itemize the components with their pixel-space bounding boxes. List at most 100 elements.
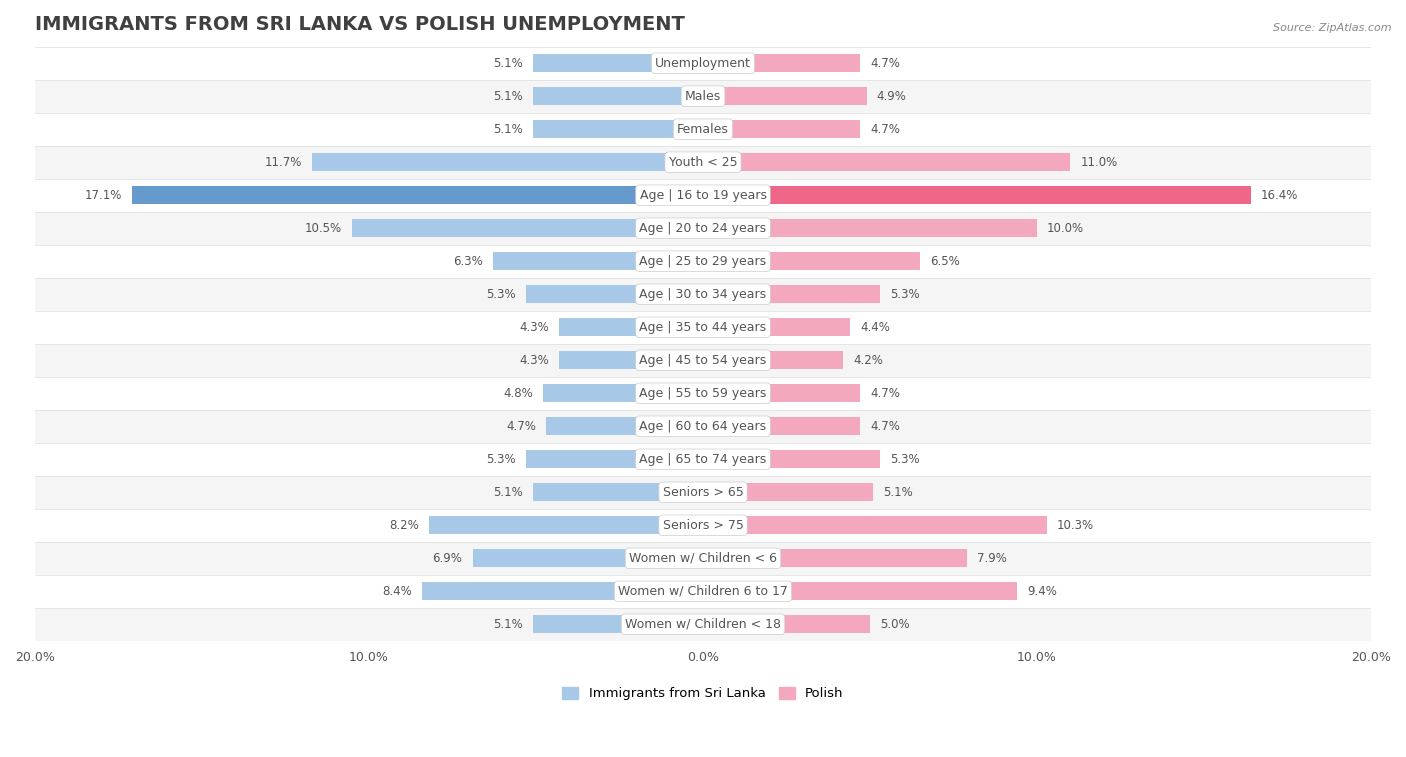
Text: Women w/ Children < 18: Women w/ Children < 18: [626, 618, 780, 631]
Bar: [35, 79, 1371, 113]
Bar: [703, 550, 967, 567]
Text: Women w/ Children 6 to 17: Women w/ Children 6 to 17: [619, 585, 787, 598]
Text: 6.9%: 6.9%: [433, 552, 463, 565]
Bar: [526, 285, 703, 304]
Text: 4.2%: 4.2%: [853, 354, 883, 366]
Text: Males: Males: [685, 89, 721, 103]
Bar: [533, 54, 703, 72]
Bar: [35, 212, 1371, 245]
Bar: [35, 575, 1371, 608]
Text: 5.1%: 5.1%: [494, 57, 523, 70]
Bar: [533, 120, 703, 139]
Bar: [35, 310, 1371, 344]
Bar: [35, 179, 1371, 212]
Bar: [703, 153, 1070, 171]
Text: 9.4%: 9.4%: [1026, 585, 1057, 598]
Text: Seniors > 65: Seniors > 65: [662, 486, 744, 499]
Text: 5.3%: 5.3%: [890, 288, 920, 301]
Bar: [353, 219, 703, 237]
Legend: Immigrants from Sri Lanka, Polish: Immigrants from Sri Lanka, Polish: [557, 681, 849, 706]
Text: 4.3%: 4.3%: [520, 321, 550, 334]
Text: 4.7%: 4.7%: [870, 419, 900, 433]
Text: Age | 45 to 54 years: Age | 45 to 54 years: [640, 354, 766, 366]
Text: 16.4%: 16.4%: [1261, 188, 1298, 201]
Bar: [703, 54, 860, 72]
Bar: [35, 344, 1371, 377]
Text: Age | 35 to 44 years: Age | 35 to 44 years: [640, 321, 766, 334]
Bar: [703, 318, 851, 336]
Text: 11.7%: 11.7%: [264, 156, 302, 169]
Bar: [703, 252, 920, 270]
Text: 4.4%: 4.4%: [860, 321, 890, 334]
Text: 5.1%: 5.1%: [494, 618, 523, 631]
Bar: [312, 153, 703, 171]
Text: Youth < 25: Youth < 25: [669, 156, 737, 169]
Bar: [526, 450, 703, 469]
Bar: [35, 145, 1371, 179]
Text: 8.2%: 8.2%: [389, 519, 419, 531]
Bar: [543, 384, 703, 402]
Text: 17.1%: 17.1%: [84, 188, 122, 201]
Bar: [703, 186, 1251, 204]
Text: 10.5%: 10.5%: [305, 222, 342, 235]
Text: 5.1%: 5.1%: [494, 89, 523, 103]
Bar: [429, 516, 703, 534]
Text: 4.7%: 4.7%: [506, 419, 536, 433]
Bar: [703, 285, 880, 304]
Text: 7.9%: 7.9%: [977, 552, 1007, 565]
Text: 4.3%: 4.3%: [520, 354, 550, 366]
Bar: [703, 219, 1038, 237]
Bar: [35, 608, 1371, 640]
Text: Females: Females: [678, 123, 728, 136]
Text: 4.8%: 4.8%: [503, 387, 533, 400]
Text: 5.0%: 5.0%: [880, 618, 910, 631]
Text: 11.0%: 11.0%: [1080, 156, 1118, 169]
Text: IMMIGRANTS FROM SRI LANKA VS POLISH UNEMPLOYMENT: IMMIGRANTS FROM SRI LANKA VS POLISH UNEM…: [35, 15, 685, 34]
Text: 5.1%: 5.1%: [494, 123, 523, 136]
Bar: [703, 582, 1017, 600]
Text: 5.1%: 5.1%: [883, 486, 912, 499]
Text: 5.3%: 5.3%: [890, 453, 920, 466]
Text: 6.5%: 6.5%: [931, 254, 960, 268]
Text: Women w/ Children < 6: Women w/ Children < 6: [628, 552, 778, 565]
Bar: [472, 550, 703, 567]
Text: 5.1%: 5.1%: [494, 486, 523, 499]
Bar: [703, 516, 1047, 534]
Bar: [703, 87, 866, 105]
Text: Unemployment: Unemployment: [655, 57, 751, 70]
Bar: [533, 615, 703, 634]
Text: 4.7%: 4.7%: [870, 123, 900, 136]
Bar: [132, 186, 703, 204]
Bar: [703, 417, 860, 435]
Bar: [35, 245, 1371, 278]
Bar: [703, 351, 844, 369]
Bar: [533, 483, 703, 501]
Text: Age | 25 to 29 years: Age | 25 to 29 years: [640, 254, 766, 268]
Bar: [35, 377, 1371, 410]
Text: 10.0%: 10.0%: [1047, 222, 1084, 235]
Bar: [422, 582, 703, 600]
Bar: [533, 87, 703, 105]
Bar: [703, 120, 860, 139]
Bar: [560, 318, 703, 336]
Text: 8.4%: 8.4%: [382, 585, 412, 598]
Text: Age | 30 to 34 years: Age | 30 to 34 years: [640, 288, 766, 301]
Text: 4.7%: 4.7%: [870, 387, 900, 400]
Text: Source: ZipAtlas.com: Source: ZipAtlas.com: [1274, 23, 1392, 33]
Bar: [560, 351, 703, 369]
Bar: [35, 443, 1371, 475]
Text: Age | 55 to 59 years: Age | 55 to 59 years: [640, 387, 766, 400]
Text: 4.9%: 4.9%: [877, 89, 907, 103]
Bar: [703, 483, 873, 501]
Bar: [35, 475, 1371, 509]
Text: 10.3%: 10.3%: [1057, 519, 1094, 531]
Bar: [35, 509, 1371, 542]
Text: Age | 20 to 24 years: Age | 20 to 24 years: [640, 222, 766, 235]
Text: Age | 65 to 74 years: Age | 65 to 74 years: [640, 453, 766, 466]
Bar: [35, 113, 1371, 145]
Bar: [35, 47, 1371, 79]
Bar: [35, 410, 1371, 443]
Text: Seniors > 75: Seniors > 75: [662, 519, 744, 531]
Text: Age | 16 to 19 years: Age | 16 to 19 years: [640, 188, 766, 201]
Bar: [35, 542, 1371, 575]
